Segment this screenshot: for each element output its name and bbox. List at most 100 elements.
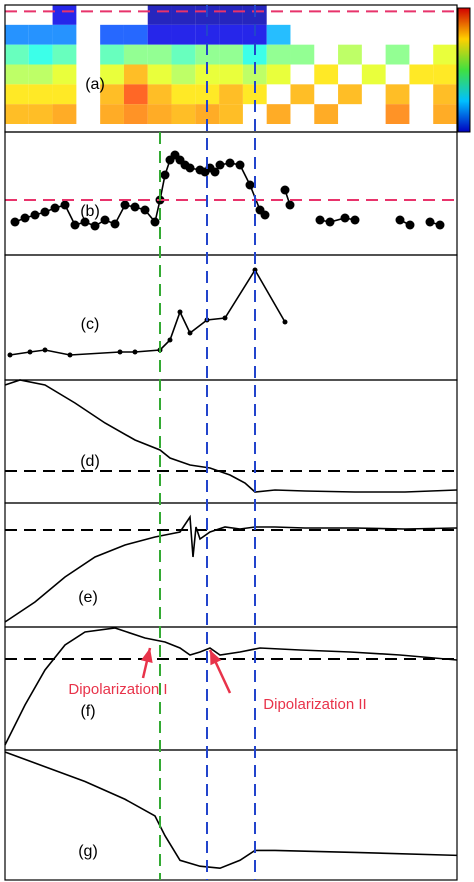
heat-cell	[195, 84, 220, 105]
heat-cell	[242, 84, 267, 105]
heat-cell	[52, 44, 77, 65]
heat-cell	[266, 64, 291, 85]
heat-cell	[5, 44, 29, 65]
data-point	[110, 219, 120, 229]
data-point	[132, 349, 138, 355]
colorbar	[457, 7, 471, 133]
data-point	[340, 213, 350, 223]
data-point	[80, 217, 90, 227]
data-point	[285, 200, 295, 210]
data-point	[225, 158, 235, 168]
heat-cell	[385, 104, 410, 124]
heat-cell	[338, 44, 362, 65]
data-point	[185, 163, 195, 173]
heat-cell	[385, 84, 410, 105]
heat-cell	[433, 84, 457, 105]
heat-cell	[433, 64, 457, 85]
heat-cell	[242, 64, 267, 85]
panel-frame	[4, 379, 458, 504]
heat-cell	[219, 84, 243, 105]
data-point	[282, 319, 288, 325]
data-point	[130, 202, 140, 212]
data-point	[117, 349, 123, 355]
heat-cell	[314, 104, 339, 124]
heat-cell	[433, 104, 457, 124]
heat-cell	[219, 104, 243, 124]
arrow-head	[210, 650, 222, 666]
heat-cell	[171, 104, 196, 124]
heat-cell	[123, 64, 148, 85]
heat-cell	[123, 104, 148, 124]
panel-frame	[4, 502, 458, 628]
data-point	[60, 200, 70, 210]
heat-cell	[147, 5, 172, 25]
data-point	[435, 220, 445, 230]
heat-cell	[147, 84, 172, 105]
arrow-head	[140, 648, 153, 663]
heat-cell	[100, 24, 124, 45]
annotation: Dipolarization II	[263, 696, 366, 713]
data-point	[40, 207, 50, 217]
data-point	[7, 352, 13, 358]
data-line	[4, 751, 458, 869]
data-line	[4, 379, 458, 493]
heat-cell	[266, 104, 291, 124]
panel-frame	[4, 131, 458, 256]
data-point	[50, 203, 60, 213]
data-line	[14, 153, 441, 227]
heat-cell	[266, 24, 291, 45]
heat-cell	[123, 24, 148, 45]
data-line	[4, 514, 458, 623]
panel-frame	[4, 254, 458, 381]
heat-cell	[52, 5, 77, 25]
heat-cell	[100, 84, 124, 105]
data-point	[252, 267, 258, 273]
data-point	[350, 215, 360, 225]
data-point	[67, 352, 73, 358]
heat-cell	[28, 104, 53, 124]
heat-cell	[171, 84, 196, 105]
panel-label: (d)	[80, 453, 100, 470]
heat-cell	[171, 24, 196, 45]
data-point	[235, 160, 245, 170]
heat-cell	[219, 5, 243, 25]
heat-cell	[290, 84, 315, 105]
data-point	[215, 160, 225, 170]
data-point	[70, 220, 80, 230]
data-point	[160, 170, 170, 180]
data-point	[42, 347, 48, 353]
heat-cell	[266, 44, 291, 65]
heat-cell	[385, 44, 410, 65]
data-point	[260, 210, 270, 220]
heat-cell	[195, 104, 220, 124]
heat-cell	[361, 64, 386, 85]
panel-frame	[4, 749, 458, 881]
heat-cell	[52, 24, 77, 45]
data-point	[187, 330, 193, 336]
heat-cell	[28, 44, 53, 65]
data-point	[150, 217, 160, 227]
heat-cell	[100, 104, 124, 124]
heat-cell	[100, 44, 124, 65]
heat-cell	[28, 84, 53, 105]
heat-cell	[219, 64, 243, 85]
heat-cell	[52, 104, 77, 124]
heat-cell	[433, 44, 457, 65]
data-point	[20, 213, 30, 223]
annotation: Dipolarization I	[68, 681, 167, 698]
heat-cell	[171, 44, 196, 65]
panel-label: (a)	[85, 76, 105, 93]
data-point	[30, 210, 40, 220]
panel-label: (g)	[78, 843, 98, 860]
heat-cell	[219, 24, 243, 45]
heat-cell	[147, 64, 172, 85]
data-point	[10, 217, 20, 227]
heat-cell	[5, 104, 29, 124]
data-line	[4, 627, 458, 746]
data-point	[315, 215, 325, 225]
data-point	[280, 185, 290, 195]
panel-label: (f)	[80, 703, 95, 720]
heat-cell	[28, 24, 53, 45]
data-point	[405, 220, 415, 230]
